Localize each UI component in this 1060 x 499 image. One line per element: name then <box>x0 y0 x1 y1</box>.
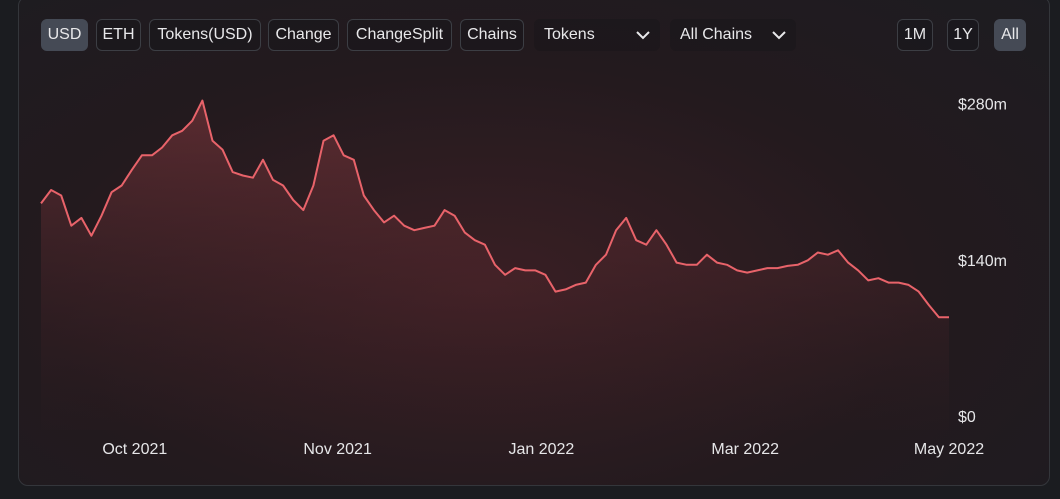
chevron <box>636 30 650 39</box>
toggle-button-label: Chains <box>467 26 517 43</box>
y-tick-label: $140m <box>958 253 1007 270</box>
x-tick-label: May 2022 <box>914 441 984 458</box>
toggle-button-label: Change <box>275 26 332 43</box>
toggle-button[interactable]: Chains <box>460 19 524 51</box>
x-tick-label: Oct 2021 <box>102 441 167 458</box>
toggle-button-label: Tokens(USD) <box>157 26 253 43</box>
toggle-button[interactable]: Tokens(USD) <box>149 19 261 51</box>
toggle-button-label: ChangeSplit <box>355 26 444 43</box>
chevron <box>772 30 786 39</box>
x-tick-label: Mar 2022 <box>711 441 779 458</box>
range-button[interactable]: All <box>994 19 1026 51</box>
toggle-button-label: USD <box>47 26 82 43</box>
line <box>40 99 949 319</box>
range-button-label: All <box>1001 26 1019 43</box>
y-tick-label: $280m <box>958 97 1007 114</box>
dropdown-label: Tokens <box>544 26 595 43</box>
dropdown[interactable]: All Chains <box>670 19 796 51</box>
range-button-label: 1M <box>903 26 927 43</box>
dropdown[interactable]: Tokens <box>534 19 660 51</box>
y-tick-label: $0 <box>958 409 976 426</box>
toggle-button[interactable]: USD <box>41 19 88 51</box>
x-tick-label: Jan 2022 <box>508 441 574 458</box>
toggle-button[interactable]: Change <box>268 19 339 51</box>
range-button-label: 1Y <box>953 26 973 43</box>
toggle-button[interactable]: ChangeSplit <box>347 19 452 51</box>
range-button[interactable]: 1M <box>897 19 933 51</box>
x-tick-label: Nov 2021 <box>303 441 372 458</box>
dropdown-label: All Chains <box>680 26 753 43</box>
range-button[interactable]: 1Y <box>947 19 979 51</box>
toggle-button-label: ETH <box>102 26 135 43</box>
toggle-button[interactable]: ETH <box>96 19 141 51</box>
